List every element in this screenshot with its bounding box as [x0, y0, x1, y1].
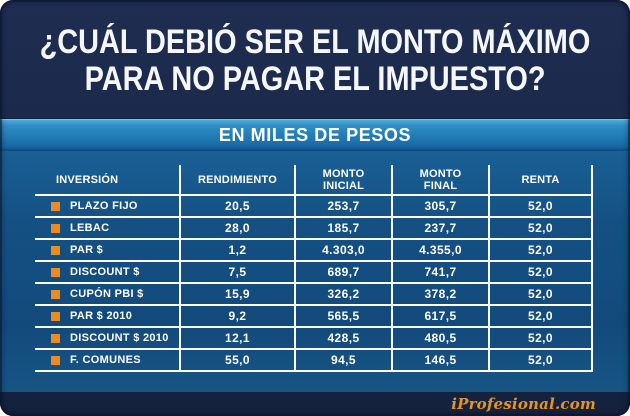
column-header: MONTO FINAL — [393, 165, 490, 196]
brand-credit: iProfesional.com — [451, 395, 596, 413]
table-section: INVERSIÓN RENDIMIENTO MONTO INICIAL MONTO F… — [0, 151, 630, 392]
value-cell: 237,7 — [393, 218, 490, 240]
value-cell: 52,0 — [490, 196, 593, 218]
value-cell: 55,0 — [181, 350, 296, 372]
subtitle-label: EN MILES DE PESOS — [218, 124, 412, 145]
row-label-cell: CUPÓN PBI $ — [35, 284, 181, 306]
value-cell: 480,5 — [393, 328, 490, 350]
row-label-cell: F. COMUNES — [35, 350, 181, 372]
row-label-cell: PAR $ — [35, 240, 181, 262]
row-label: LEBAC — [70, 222, 110, 234]
row-label-cell: PAR $ 2010 — [35, 306, 181, 328]
value-cell: 4.355,0 — [393, 240, 490, 262]
subtitle-band: EN MILES DE PESOS — [0, 118, 630, 151]
value-cell: 7,5 — [181, 262, 296, 284]
value-cell: 378,2 — [393, 284, 490, 306]
page-title-line-2: PARA NO PAGAR EL IMPUESTO? — [84, 59, 546, 98]
column-header: RENTA — [490, 165, 593, 196]
row-label: PLAZO FIJO — [70, 200, 138, 212]
row-label: DISCOUNT $ — [70, 266, 140, 278]
value-cell: 15,9 — [181, 284, 296, 306]
value-cell: 565,5 — [296, 306, 393, 328]
bullet-icon — [51, 311, 60, 321]
bullet-icon — [51, 245, 60, 255]
column-header: RENDIMIENTO — [181, 165, 296, 196]
data-table: INVERSIÓN RENDIMIENTO MONTO INICIAL MONTO F… — [35, 165, 593, 372]
value-cell: 52,0 — [490, 240, 593, 262]
bullet-icon — [51, 289, 60, 299]
value-cell: 4.303,0 — [296, 240, 393, 262]
bullet-icon — [51, 223, 60, 233]
value-cell: 94,5 — [296, 350, 393, 372]
value-cell: 326,2 — [296, 284, 393, 306]
row-label: PAR $ 2010 — [70, 310, 133, 322]
value-cell: 305,7 — [393, 196, 490, 218]
value-cell: 9,2 — [181, 306, 296, 328]
value-cell: 146,5 — [393, 350, 490, 372]
value-cell: 52,0 — [490, 350, 593, 372]
row-label-cell: DISCOUNT $ 2010 — [35, 328, 181, 350]
row-label: CUPÓN PBI $ — [70, 288, 144, 300]
value-cell: 52,0 — [490, 284, 593, 306]
row-label: DISCOUNT $ 2010 — [70, 332, 169, 344]
value-cell: 52,0 — [490, 306, 593, 328]
value-cell: 253,7 — [296, 196, 393, 218]
value-cell: 428,5 — [296, 328, 393, 350]
bullet-icon — [51, 333, 60, 343]
title-section: ¿CUÁL DEBIÓ SER EL MONTO MÁXIMO PARA NO … — [0, 0, 630, 118]
column-header: INVERSIÓN — [35, 165, 181, 196]
value-cell: 689,7 — [296, 262, 393, 284]
row-label-cell: DISCOUNT $ — [35, 262, 181, 284]
value-cell: 12,1 — [181, 328, 296, 350]
bullet-icon — [51, 201, 60, 211]
footer: iProfesional.com — [0, 392, 630, 416]
bullet-icon — [51, 355, 60, 365]
value-cell: 28,0 — [181, 218, 296, 240]
page-title-line-1: ¿CUÁL DEBIÓ SER EL MONTO MÁXIMO — [39, 22, 591, 61]
value-cell: 1,2 — [181, 240, 296, 262]
value-cell: 20,5 — [181, 196, 296, 218]
value-cell: 52,0 — [490, 262, 593, 284]
row-label-cell: PLAZO FIJO — [35, 196, 181, 218]
bullet-icon — [51, 267, 60, 277]
value-cell: 52,0 — [490, 328, 593, 350]
value-cell: 741,7 — [393, 262, 490, 284]
row-label: PAR $ — [70, 244, 104, 256]
column-header: MONTO INICIAL — [296, 165, 393, 196]
value-cell: 185,7 — [296, 218, 393, 240]
row-label-cell: LEBAC — [35, 218, 181, 240]
value-cell: 52,0 — [490, 218, 593, 240]
value-cell: 617,5 — [393, 306, 490, 328]
row-label: F. COMUNES — [70, 354, 141, 366]
